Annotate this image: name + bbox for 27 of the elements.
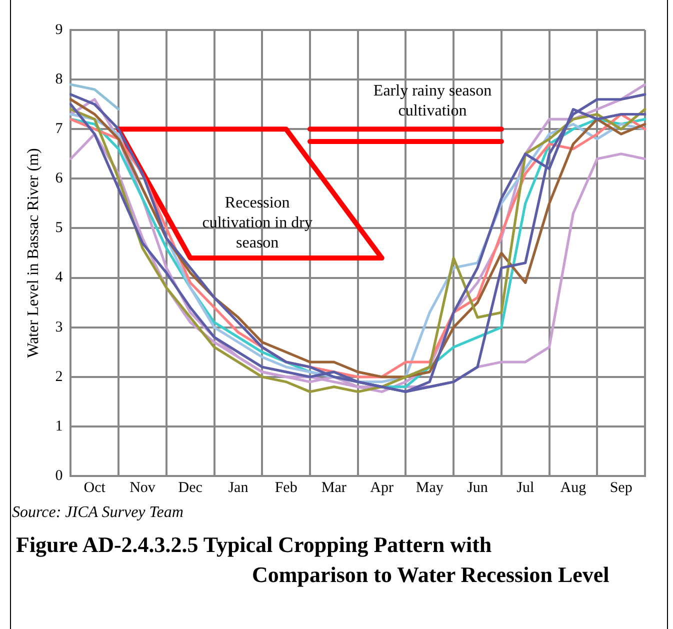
y-tick-label: 9	[55, 22, 63, 38]
annotation: Recession cultivation in dry season	[202, 194, 312, 252]
y-axis-title: Water Level in Bassac River (m)	[24, 148, 42, 358]
source-note: Source: JICA Survey Team	[12, 504, 184, 522]
x-tick-label: Mar	[321, 480, 346, 496]
text: Figure AD-2.4.3.2.5 Typical Cropping Pattern with Comparison to Water Recession Level	[16, 531, 610, 589]
y-tick-label: 8	[55, 71, 63, 88]
x-tick-label: Oct	[84, 480, 106, 496]
y-tick-label: 5	[55, 220, 63, 236]
x-tick-label: Apr	[370, 480, 394, 496]
x-tick-label: Jul	[516, 480, 534, 496]
y-tick-label: 6	[55, 170, 64, 187]
x-tick-label: Dec	[178, 480, 203, 496]
x-tick-label: Feb	[274, 480, 298, 496]
y-tick-label: 3	[55, 319, 63, 336]
x-tick-label: Sep	[610, 480, 632, 496]
y-tick-label: 0	[55, 468, 63, 484]
y-tick-label: 7	[55, 121, 64, 138]
x-tick-label: Jan	[228, 480, 249, 496]
x-tick-label: Aug	[560, 480, 587, 496]
x-tick-label: May	[416, 480, 444, 496]
x-tick-label: Nov	[130, 480, 156, 496]
y-tick-label: 2	[55, 368, 63, 385]
y-tick-label: 1	[55, 418, 63, 434]
annotation: Early rainy season cultivation	[373, 82, 492, 120]
y-tick-label: 4	[55, 270, 64, 286]
x-tick-label: Jun	[467, 480, 488, 496]
